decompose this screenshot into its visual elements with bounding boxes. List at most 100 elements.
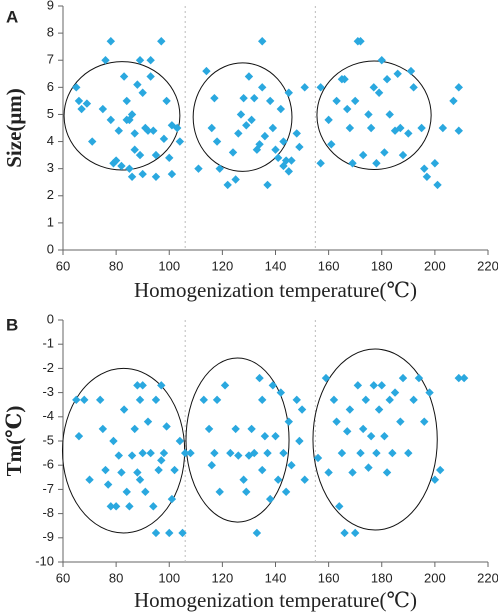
data-point xyxy=(335,502,344,511)
data-point xyxy=(135,395,145,405)
data-point xyxy=(231,175,240,184)
data-point xyxy=(149,502,158,511)
data-point xyxy=(345,123,355,133)
data-point xyxy=(165,528,174,538)
data-point xyxy=(284,167,293,176)
data-point xyxy=(382,468,392,477)
data-point xyxy=(95,395,105,405)
data-point xyxy=(271,145,280,154)
data-point xyxy=(377,56,386,65)
data-point xyxy=(268,381,278,390)
group-ellipse xyxy=(185,357,290,523)
x-tick-label: 60 xyxy=(56,258,70,273)
y-tick-label: 0 xyxy=(47,311,54,326)
data-point xyxy=(133,381,142,390)
x-tick-label: 200 xyxy=(424,258,446,273)
x-axis-title: Homogenization temperature(℃) xyxy=(134,588,417,612)
data-point xyxy=(125,164,134,173)
data-point xyxy=(114,126,123,135)
data-point xyxy=(109,436,118,446)
data-point xyxy=(343,104,352,114)
data-point xyxy=(356,37,365,46)
data-point xyxy=(212,395,222,405)
x-tick-label: 200 xyxy=(424,570,446,585)
data-point xyxy=(117,161,126,171)
data-point xyxy=(258,37,267,46)
data-point xyxy=(204,424,214,434)
y-tick-label: 5 xyxy=(47,106,54,121)
data-point xyxy=(138,381,147,390)
data-point xyxy=(157,381,166,390)
data-point xyxy=(88,137,97,146)
data-point xyxy=(284,88,293,97)
y-tick-label: 4 xyxy=(47,133,54,148)
data-point xyxy=(271,431,280,441)
x-tick-label: 120 xyxy=(212,258,234,273)
data-point xyxy=(316,159,325,168)
data-point xyxy=(425,388,434,397)
data-point xyxy=(72,83,81,92)
x-tick-label: 160 xyxy=(318,258,340,273)
data-point xyxy=(255,373,264,383)
data-point xyxy=(223,180,232,190)
data-point xyxy=(332,96,341,106)
data-point xyxy=(454,126,463,135)
data-point xyxy=(258,465,267,475)
data-point xyxy=(247,115,256,125)
data-point xyxy=(242,121,251,130)
data-point xyxy=(231,424,240,434)
data-point xyxy=(414,373,424,383)
data-point xyxy=(154,465,163,475)
data-point xyxy=(133,468,142,477)
data-point xyxy=(385,110,394,119)
data-point xyxy=(258,395,267,405)
data-point xyxy=(159,134,169,144)
data-point xyxy=(103,480,113,489)
data-point xyxy=(350,96,360,106)
data-point xyxy=(180,448,190,458)
data-point xyxy=(114,451,123,460)
data-point xyxy=(279,137,288,146)
data-point xyxy=(159,448,169,458)
data-point xyxy=(295,142,304,152)
data-point xyxy=(332,417,341,426)
y-tick-label: 1 xyxy=(47,214,54,229)
data-point xyxy=(106,502,116,511)
data-point xyxy=(167,494,177,504)
data-point xyxy=(186,448,195,458)
data-point xyxy=(454,373,463,383)
data-point xyxy=(111,502,121,511)
y-tick-label: -1 xyxy=(42,336,54,351)
data-point xyxy=(72,395,81,405)
data-point xyxy=(130,129,139,138)
data-point xyxy=(393,69,402,78)
data-point xyxy=(127,451,137,460)
data-point xyxy=(141,487,150,497)
x-tick-label: 100 xyxy=(158,570,180,585)
data-point xyxy=(101,56,110,65)
group-ellipse xyxy=(312,348,438,531)
y-tick-label: -5 xyxy=(42,432,54,447)
data-point xyxy=(409,395,418,405)
data-point xyxy=(390,388,400,397)
data-point xyxy=(380,148,389,157)
data-point xyxy=(316,83,325,92)
data-point xyxy=(297,405,307,414)
data-point xyxy=(82,99,92,108)
data-point xyxy=(324,468,333,477)
y-tick-label: 2 xyxy=(47,187,54,202)
y-axis-title: Tm(℃) xyxy=(2,406,26,477)
data-point xyxy=(151,150,161,160)
data-point xyxy=(406,66,416,76)
data-point xyxy=(287,156,296,165)
data-point xyxy=(207,461,216,470)
data-point xyxy=(430,475,440,484)
data-point xyxy=(220,381,230,390)
data-point xyxy=(151,395,161,405)
data-point xyxy=(372,159,381,168)
data-point xyxy=(255,140,264,149)
x-tick-label: 140 xyxy=(265,570,287,585)
data-point xyxy=(167,169,177,179)
data-point xyxy=(404,129,413,138)
data-point xyxy=(276,388,286,397)
